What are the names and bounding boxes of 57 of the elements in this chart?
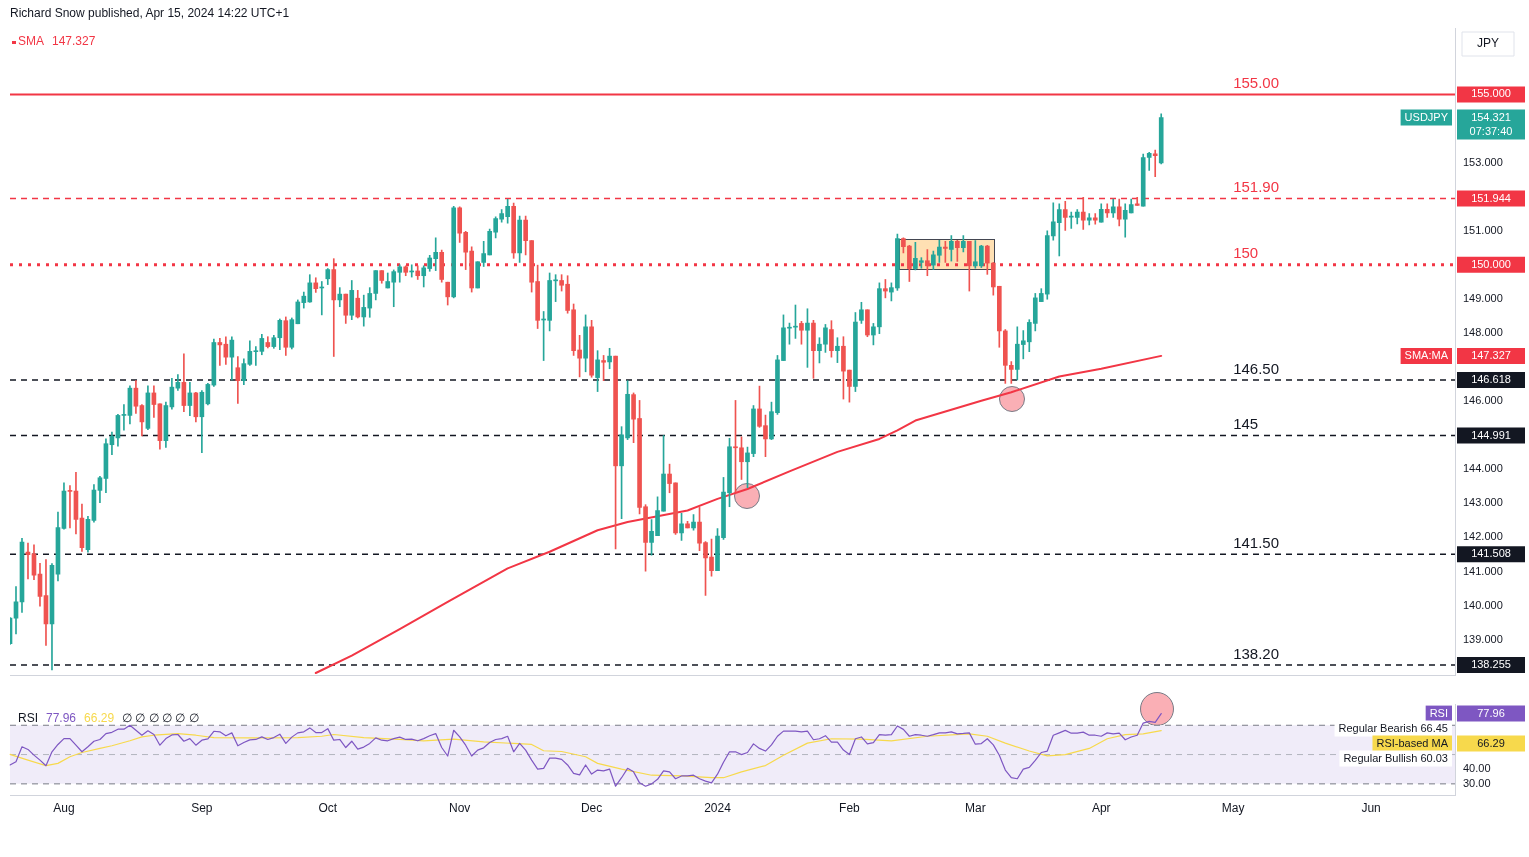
x-tick-label: Jun (1361, 800, 1381, 815)
x-tick-label: Apr (1091, 800, 1111, 815)
annotation: 145 (1233, 415, 1259, 433)
ref-line-label: 141.508 (1471, 547, 1511, 560)
annotation: Regular Bullish 60.03 (1343, 751, 1448, 764)
x-tick-label: 2024 (704, 800, 732, 815)
y-tick-label: 153.000 (1463, 155, 1503, 168)
x-tick-label: Mar (965, 800, 986, 815)
annotation: 150 (1233, 244, 1259, 262)
x-tick-label: Nov (449, 800, 471, 815)
y-tick-label: 144.000 (1463, 462, 1503, 475)
series-label: RSI (18, 710, 39, 725)
y-axis-title: JPY (1476, 36, 1500, 51)
annotation: 141.50 (1233, 533, 1280, 551)
y-tick-label: 146.000 (1463, 394, 1503, 407)
annotation: Regular Bearish 66.45 (1338, 721, 1448, 734)
annotation: 66.29 (84, 710, 115, 725)
text: 147.327 (1471, 348, 1511, 361)
y-tick-label: 148.000 (1463, 325, 1503, 338)
x-tick-label: Feb (839, 800, 861, 815)
x-tick-label: Sep (191, 800, 213, 815)
y-tick-label: 30.00 (1463, 776, 1491, 789)
y-tick-label: 142.000 (1463, 530, 1503, 543)
annotation: SMA:MA (1404, 348, 1449, 361)
y-tick-label: 139.000 (1463, 632, 1503, 645)
annotation: 77.96 (46, 710, 77, 725)
y-tick-label: 40.00 (1463, 762, 1491, 775)
ref-line-label: 151.944 (1471, 191, 1511, 204)
text: USDJPY (1404, 110, 1449, 123)
chart-title: Richard Snow published, Apr 15, 2024 14:22 UTC+1 (10, 6, 290, 21)
annotation: ∅ ∅ ∅ ∅ ∅ ∅ (122, 710, 199, 725)
annotation: 151.90 (1233, 178, 1280, 196)
annotation: 146.50 (1233, 359, 1280, 377)
text: RSI-based MA (1376, 736, 1449, 749)
x-tick-label: Dec (580, 800, 603, 815)
legend-title: RSI (1429, 706, 1448, 719)
y-tick-label: 151.000 (1463, 223, 1503, 236)
annotation: 138.20 (1233, 644, 1280, 662)
x-tick-label: Aug (53, 800, 75, 815)
y-tick-label: 140.000 (1463, 598, 1503, 611)
ref-line-label: 150.000 (1471, 257, 1511, 270)
ref-line-label: 144.991 (1471, 428, 1511, 441)
annotation: 155.00 (1233, 74, 1280, 92)
y-tick-label: 149.000 (1463, 291, 1503, 304)
ref-line-label: 138.255 (1471, 658, 1511, 671)
ref-line-label: 155.000 (1471, 87, 1511, 100)
text: 77.96 (1477, 706, 1505, 719)
text: 07:37:40 (1469, 124, 1513, 137)
annotation: 147.327 (52, 34, 96, 49)
x-tick-label: May (1221, 800, 1245, 815)
ref-line-label: 146.618 (1471, 373, 1511, 386)
y-tick-label: 141.000 (1463, 564, 1503, 577)
y-tick-label: 143.000 (1463, 496, 1503, 509)
x-tick-label: Oct (318, 800, 338, 815)
text: 154.321 (1471, 110, 1511, 123)
text: 66.29 (1477, 736, 1505, 749)
legend-label: SMA (18, 34, 45, 49)
